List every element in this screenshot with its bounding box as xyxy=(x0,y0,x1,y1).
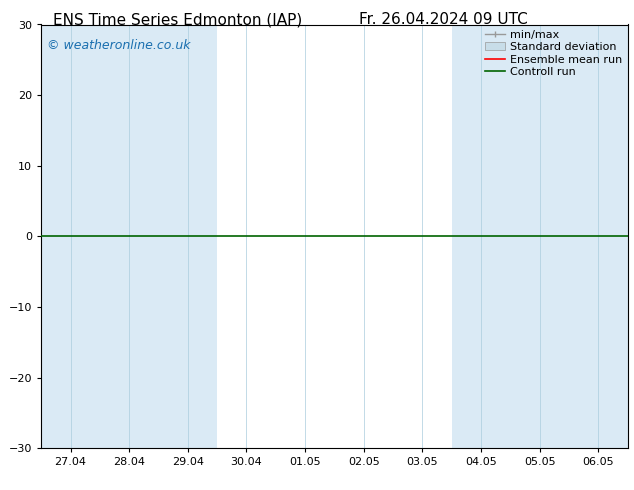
Bar xyxy=(41,24,217,448)
Text: ENS Time Series Edmonton (IAP): ENS Time Series Edmonton (IAP) xyxy=(53,12,302,27)
Bar xyxy=(451,24,628,448)
Legend: min/max, Standard deviation, Ensemble mean run, Controll run: min/max, Standard deviation, Ensemble me… xyxy=(486,30,622,77)
Text: Fr. 26.04.2024 09 UTC: Fr. 26.04.2024 09 UTC xyxy=(359,12,528,27)
Text: © weatheronline.co.uk: © weatheronline.co.uk xyxy=(47,39,191,52)
